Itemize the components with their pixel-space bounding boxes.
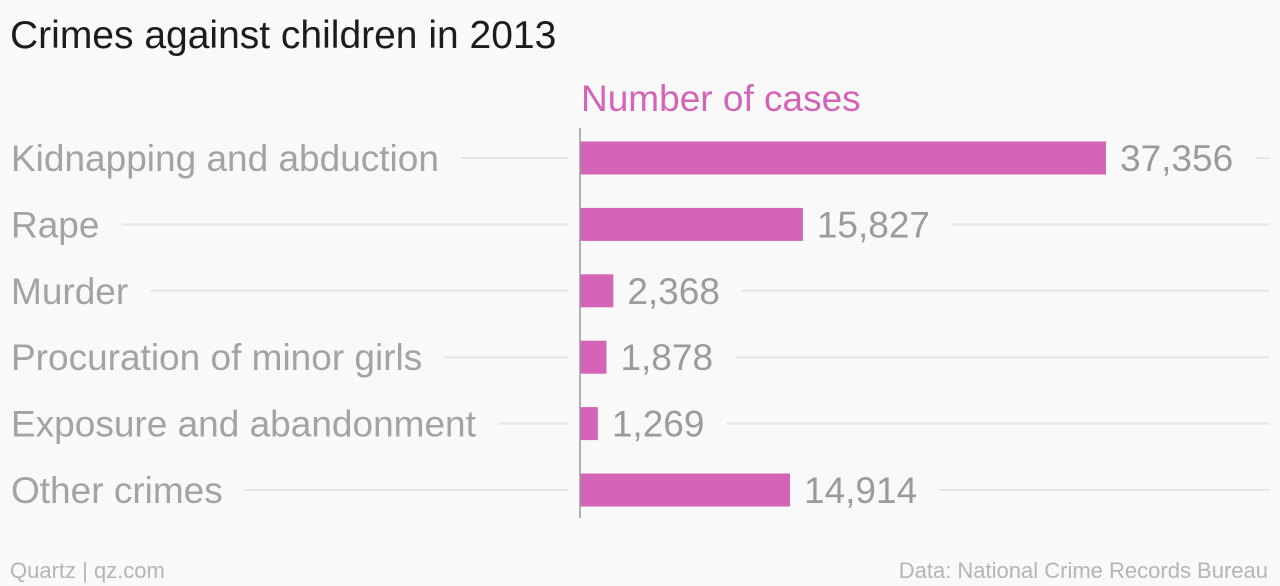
bar [580, 274, 614, 308]
category-labels: Kidnapping and abduction Rape Murder Procur… [11, 138, 477, 511]
bar [580, 340, 607, 374]
category-label: Murder [11, 271, 128, 312]
value-label: 37,356 [1120, 138, 1233, 179]
value-label: 14,914 [804, 470, 917, 511]
value-label: 1,269 [612, 404, 705, 445]
bar [580, 473, 791, 507]
chart-title: Crimes against children in 2013 [10, 14, 557, 57]
value-label: 2,368 [627, 271, 720, 312]
category-label: Other crimes [11, 470, 223, 511]
series-header: Number of cases [581, 78, 861, 119]
bars [580, 141, 1106, 507]
bar [580, 141, 1106, 175]
category-label: Procuration of minor girls [11, 337, 422, 378]
footer-source-left: Quartz | qz.com [10, 558, 165, 583]
value-label: 1,878 [620, 337, 713, 378]
value-labels: 37,356 15,827 2,368 1,878 1,269 14,914 [612, 138, 1233, 511]
gridlines [121, 157, 1270, 491]
category-label: Kidnapping and abduction [11, 138, 439, 179]
value-label: 15,827 [817, 204, 930, 245]
category-label: Rape [11, 204, 99, 245]
bar [580, 407, 598, 441]
bar [580, 207, 803, 241]
category-label: Exposure and abandonment [11, 404, 477, 445]
footer-source-right: Data: National Crime Records Bureau [898, 558, 1268, 583]
